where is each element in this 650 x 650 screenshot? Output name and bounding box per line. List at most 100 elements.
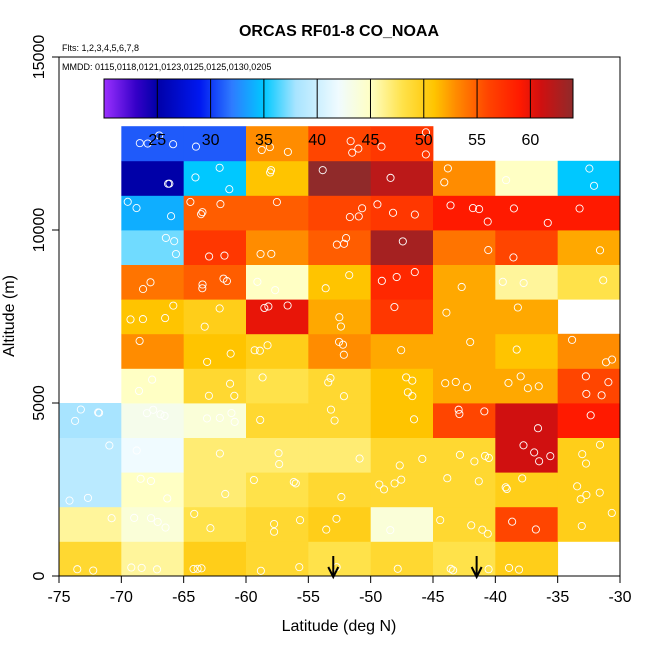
- heatmap-cell: [370, 368, 434, 404]
- sample-marker: [249, 475, 258, 485]
- sample-marker: [535, 457, 544, 466]
- sample-marker: [250, 346, 259, 355]
- sample-marker: [136, 474, 145, 483]
- heatmap-cell: [246, 368, 309, 404]
- sample-marker: [395, 461, 404, 470]
- heatmap-cell: [183, 264, 247, 300]
- heatmap-cell: [433, 299, 496, 335]
- sample-marker: [337, 492, 346, 502]
- heatmap-cell: [246, 264, 309, 300]
- sample-marker: [576, 495, 585, 504]
- sample-marker: [586, 411, 595, 420]
- heatmap-cell: [183, 368, 247, 404]
- heatmap-cell: [495, 160, 559, 196]
- sample-marker: [139, 285, 148, 294]
- sample-marker: [198, 280, 207, 289]
- heatmap-cell: [433, 403, 496, 438]
- sample-marker: [149, 405, 158, 414]
- sample-marker: [324, 378, 333, 387]
- sample-marker: [272, 198, 281, 207]
- heatmap-cell: [121, 160, 185, 196]
- sample-marker: [291, 479, 300, 488]
- sample-marker: [130, 513, 139, 522]
- heatmap-cell: [370, 160, 434, 196]
- heatmap-cell: [59, 437, 122, 473]
- sample-marker: [342, 234, 351, 243]
- sample-marker: [355, 454, 364, 463]
- heatmap-cell: [121, 437, 185, 473]
- sample-marker: [409, 415, 419, 424]
- sample-marker: [504, 378, 513, 387]
- heatmap-cell: [59, 506, 122, 542]
- sample-marker: [516, 372, 525, 381]
- heatmap-cell: [495, 403, 559, 438]
- sample-marker: [270, 527, 279, 536]
- heatmap-cell: [620, 195, 650, 230]
- sample-marker: [253, 277, 262, 286]
- sample-marker: [546, 452, 555, 461]
- x-tick-label: -65: [172, 589, 195, 606]
- sample-marker: [73, 565, 82, 574]
- heatmap-cell: [557, 472, 620, 508]
- sample-marker: [440, 178, 449, 187]
- sample-marker: [220, 251, 229, 260]
- y-axis: 0 5000 10000 15000: [31, 35, 59, 580]
- sample-marker: [135, 336, 144, 346]
- heatmap-cell: [495, 230, 559, 265]
- sample-marker: [468, 204, 477, 213]
- sample-marker: [345, 213, 354, 222]
- heatmap-cell: [121, 368, 185, 404]
- heatmap-cell: [557, 506, 620, 542]
- heatmap-cell: [495, 506, 559, 542]
- colorbar-tick-label: 30: [202, 132, 220, 149]
- colorbar: 25 30 35 40 45 50 55 60: [103, 78, 574, 149]
- sample-marker: [197, 564, 206, 573]
- heatmap-cell: [121, 299, 185, 335]
- sample-marker: [256, 415, 265, 425]
- sample-marker: [167, 212, 176, 221]
- sample-marker: [105, 441, 114, 450]
- sample-marker: [171, 250, 181, 259]
- sample-marker: [132, 204, 141, 213]
- sample-marker: [255, 346, 264, 355]
- sample-marker: [332, 514, 341, 523]
- sample-marker: [138, 315, 147, 324]
- colorbar-ramp: [103, 78, 574, 119]
- heatmap-cell: [246, 403, 309, 438]
- sample-marker: [156, 410, 165, 419]
- heatmap-cell: [370, 195, 434, 231]
- x-tick-label: -50: [359, 589, 382, 606]
- sample-marker: [161, 233, 170, 242]
- sample-marker: [418, 454, 427, 463]
- sample-marker: [408, 376, 417, 385]
- sample-marker: [256, 566, 265, 575]
- sample-marker: [267, 249, 276, 258]
- sample-marker: [467, 521, 476, 530]
- heatmap-cell: [620, 230, 650, 265]
- sample-marker: [595, 246, 605, 255]
- heatmap-cell: [183, 506, 247, 542]
- sample-marker: [443, 164, 452, 173]
- sample-marker: [575, 204, 584, 213]
- heatmap-cell: [370, 264, 434, 300]
- sample-marker: [257, 145, 266, 155]
- sample-marker: [295, 563, 304, 572]
- sample-marker: [568, 335, 577, 344]
- heatmap-cell: [183, 299, 247, 335]
- sample-marker: [258, 373, 267, 382]
- sample-marker: [226, 379, 235, 388]
- sample-marker: [475, 205, 484, 214]
- heatmap-cell: [433, 541, 496, 576]
- sample-marker: [215, 163, 224, 172]
- sample-marker: [332, 240, 341, 249]
- sample-marker: [408, 392, 417, 401]
- sample-marker: [421, 150, 430, 159]
- heatmap-cell: [308, 333, 372, 369]
- sample-marker: [215, 304, 224, 313]
- sample-marker: [599, 276, 608, 285]
- sample-marker: [134, 386, 144, 396]
- heatmap-cell: [308, 264, 372, 300]
- sample-marker: [83, 493, 93, 502]
- sample-marker: [392, 272, 401, 282]
